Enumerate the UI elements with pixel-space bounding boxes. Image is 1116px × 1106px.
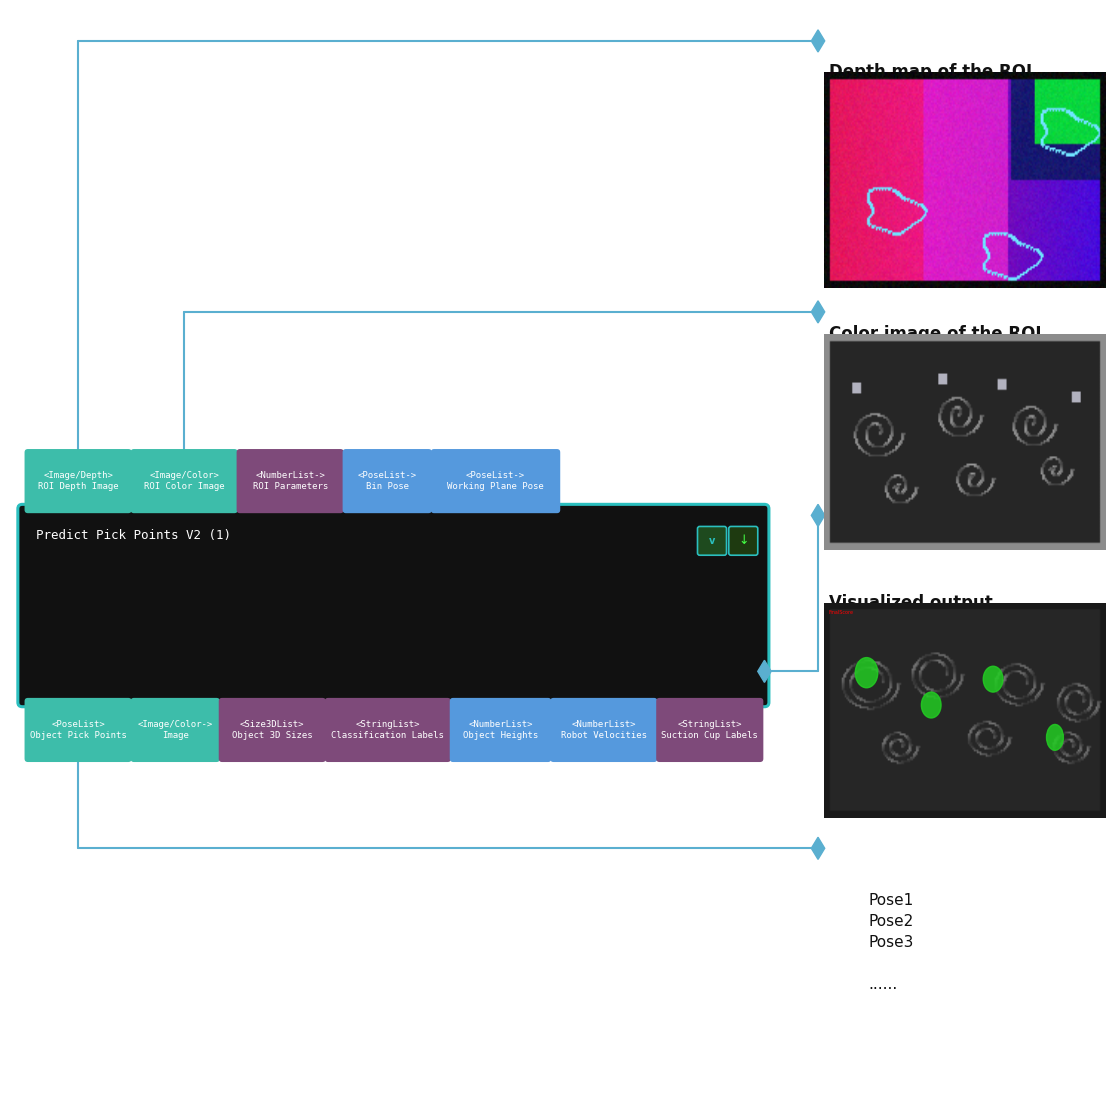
Text: FinalScore: FinalScore — [829, 611, 854, 615]
FancyBboxPatch shape — [325, 698, 451, 762]
Text: Pose1
Pose2
Pose3

......: Pose1 Pose2 Pose3 ...... — [868, 893, 914, 992]
Text: <PoseList>
Object Pick Points: <PoseList> Object Pick Points — [30, 720, 126, 740]
Polygon shape — [758, 660, 771, 682]
Text: v: v — [709, 535, 715, 546]
Text: <StringList>
Suction Cup Labels: <StringList> Suction Cup Labels — [662, 720, 758, 740]
FancyBboxPatch shape — [18, 504, 769, 707]
FancyBboxPatch shape — [698, 526, 727, 555]
FancyBboxPatch shape — [656, 698, 763, 762]
Text: <Size3DList>
Object 3D Sizes: <Size3DList> Object 3D Sizes — [232, 720, 312, 740]
Text: <PoseList->
Working Plane Pose: <PoseList-> Working Plane Pose — [448, 471, 543, 491]
FancyBboxPatch shape — [219, 698, 326, 762]
Polygon shape — [811, 30, 825, 52]
FancyBboxPatch shape — [550, 698, 657, 762]
Text: List of predicted object
poses in the robot
reference frame: List of predicted object poses in the ro… — [829, 754, 1048, 820]
FancyBboxPatch shape — [729, 526, 758, 555]
FancyBboxPatch shape — [25, 698, 132, 762]
Text: <NumberList->
ROI Parameters: <NumberList-> ROI Parameters — [252, 471, 328, 491]
FancyBboxPatch shape — [450, 698, 551, 762]
Text: Visualized output: Visualized output — [829, 594, 993, 612]
Text: <Image/Color->
Image: <Image/Color-> Image — [137, 720, 213, 740]
Ellipse shape — [1047, 724, 1064, 750]
Text: <NumberList>
Robot Velocities: <NumberList> Robot Velocities — [560, 720, 647, 740]
Text: Depth map of the ROI: Depth map of the ROI — [829, 63, 1032, 81]
Text: <Image/Depth>
ROI Depth Image: <Image/Depth> ROI Depth Image — [38, 471, 118, 491]
Text: ↓: ↓ — [738, 534, 749, 547]
Text: Predict Pick Points V2 (1): Predict Pick Points V2 (1) — [36, 529, 231, 542]
Text: <Image/Color>
ROI Color Image: <Image/Color> ROI Color Image — [144, 471, 224, 491]
Ellipse shape — [922, 692, 941, 718]
Polygon shape — [811, 301, 825, 323]
Ellipse shape — [983, 666, 1003, 692]
FancyBboxPatch shape — [131, 698, 220, 762]
FancyBboxPatch shape — [25, 449, 132, 513]
Text: Color image of the ROI: Color image of the ROI — [829, 325, 1041, 343]
FancyBboxPatch shape — [431, 449, 560, 513]
Text: <PoseList->
Bin Pose: <PoseList-> Bin Pose — [358, 471, 416, 491]
Polygon shape — [811, 837, 825, 859]
FancyBboxPatch shape — [131, 449, 238, 513]
Ellipse shape — [855, 658, 878, 688]
FancyBboxPatch shape — [343, 449, 432, 513]
Polygon shape — [811, 504, 825, 526]
Text: <StringList>
Classification Labels: <StringList> Classification Labels — [331, 720, 444, 740]
FancyBboxPatch shape — [237, 449, 344, 513]
Text: <NumberList>
Object Heights: <NumberList> Object Heights — [463, 720, 538, 740]
